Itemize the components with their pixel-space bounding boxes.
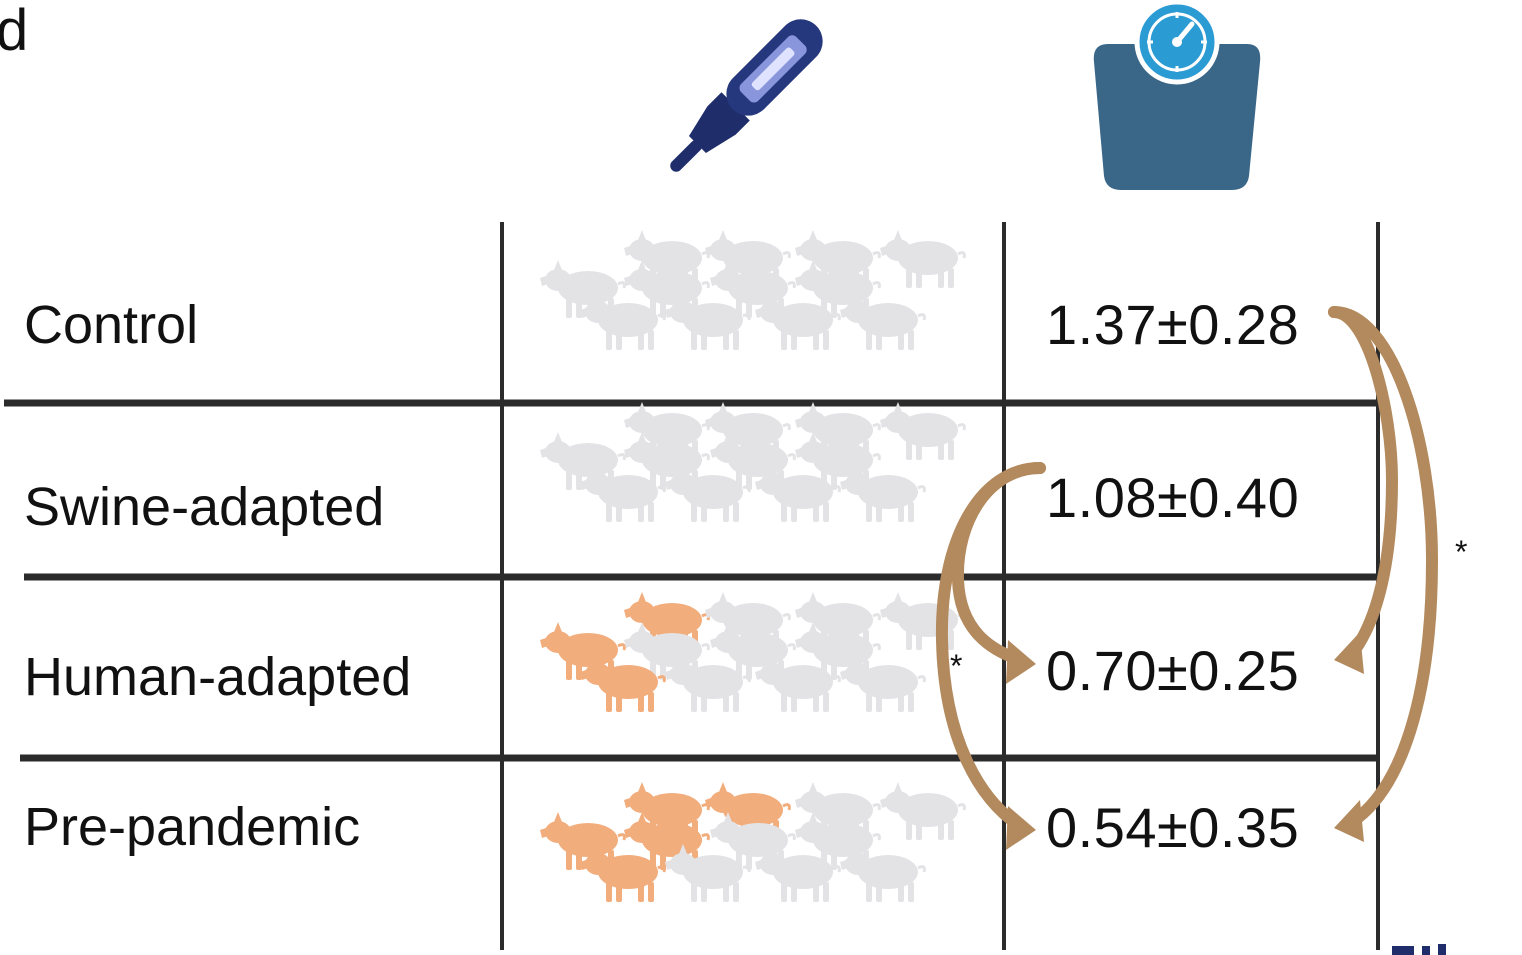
- pig-icon: [705, 782, 791, 840]
- row-label-swine-adapted: Swine-adapted: [24, 477, 385, 537]
- pig-icon: [880, 782, 966, 840]
- arrowhead: [1334, 800, 1364, 842]
- pig-icon: [580, 292, 666, 350]
- arrow-control-to-pre-pandemic: [1328, 306, 1439, 828]
- pig-icon: [755, 654, 841, 712]
- thermometer-icon: [670, 19, 823, 172]
- pig-icon: [540, 812, 626, 870]
- pig-icon: [580, 464, 666, 522]
- pig-icon: [755, 844, 841, 902]
- arrowhead: [1006, 640, 1036, 684]
- row-label-human-adapted: Human-adapted: [24, 647, 412, 707]
- weighing-scale-icon: [1093, 0, 1261, 190]
- arrowhead: [1006, 806, 1036, 850]
- value-pre-pandemic: 0.54±0.35: [1046, 796, 1300, 859]
- cropped-logo-fragment: [1392, 944, 1446, 955]
- pig-icon: [580, 844, 666, 902]
- pig-icon: [840, 844, 926, 902]
- value-swine-adapted: 1.08±0.40: [1046, 466, 1300, 529]
- pig-icon: [540, 622, 626, 680]
- pig-icon: [755, 292, 841, 350]
- arrow-swine-to-pre-pandemic: [935, 462, 1046, 832]
- pig-icon: [840, 654, 926, 712]
- pig-icon: [880, 402, 966, 460]
- pig-icon: [624, 260, 710, 318]
- value-human-adapted: 0.70±0.25: [1046, 639, 1300, 702]
- pig-icon: [665, 464, 751, 522]
- significance-star-inner: *: [950, 648, 963, 684]
- pig-icon: [840, 292, 926, 350]
- pig-icon: [540, 260, 626, 318]
- arrow-control-to-human-adapted: [1328, 306, 1399, 660]
- pig-icon: [840, 464, 926, 522]
- row-label-control: Control: [24, 295, 199, 355]
- pig-icon: [665, 654, 751, 712]
- pig-icon: [580, 654, 666, 712]
- significance-star-outer: *: [1455, 534, 1468, 570]
- arrow-swine-to-human-adapted: [951, 462, 1046, 666]
- pig-icon: [665, 292, 751, 350]
- pig-icon: [755, 464, 841, 522]
- arrowhead: [1334, 632, 1364, 674]
- row-label-pre-pandemic: Pre-pandemic: [24, 797, 361, 857]
- pig-icon: [665, 844, 751, 902]
- pig-icon: [710, 622, 796, 680]
- panel-letter: d: [0, 0, 29, 63]
- value-control: 1.37±0.28: [1046, 293, 1300, 356]
- pig-icon: [880, 230, 966, 288]
